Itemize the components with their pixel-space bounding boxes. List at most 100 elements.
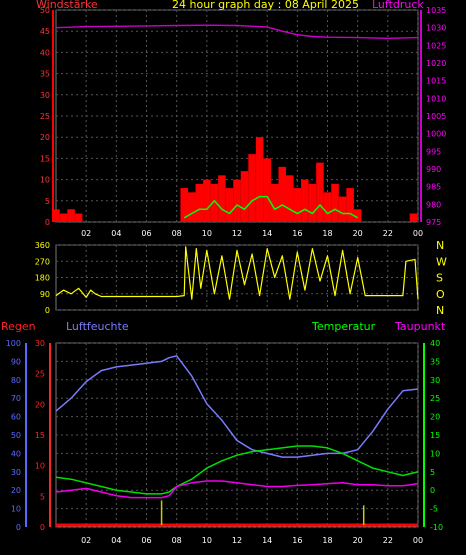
wind-tick-label: 20: [40, 133, 50, 142]
wind-x-tick-label: 00: [413, 229, 423, 238]
climate-x-tick-label: 14: [262, 536, 272, 545]
wind-axis-title: Windstärke: [36, 0, 98, 11]
temperature-line: [55, 445, 419, 495]
wind-tick-label: 25: [40, 112, 50, 121]
pressure-tick-label: 1000: [426, 130, 446, 139]
climate-x-tick-label: 12: [232, 536, 242, 545]
wind-bar: [338, 196, 347, 222]
humidity-tick-label: 70: [11, 394, 21, 403]
direction-tick-label: 180: [35, 274, 50, 283]
pressure-tick-label: 995: [426, 147, 441, 156]
wind-direction-line: [55, 246, 419, 300]
climate-x-tick-label: 22: [383, 536, 393, 545]
wind-x-tick-label: 16: [292, 229, 302, 238]
temperature-tick-label: 35: [430, 357, 440, 366]
humidity-tick-label: 10: [11, 505, 21, 514]
wind-x-tick-label: 18: [322, 229, 332, 238]
humidity-tick-label: 80: [11, 376, 21, 385]
rain-tick-label: 15: [35, 431, 45, 440]
wind-bar: [240, 171, 249, 222]
wind-x-tick-label: 22: [383, 229, 393, 238]
pressure-tick-label: 1015: [426, 77, 446, 86]
rain-tick-label: 5: [40, 492, 45, 501]
wind-tick-label: 10: [40, 176, 50, 185]
gust-line: [183, 195, 359, 219]
climate-x-tick-label: 00: [413, 536, 423, 545]
wind-tick-label: 30: [40, 91, 50, 100]
temperature-tick-label: 30: [430, 376, 440, 385]
rain-tick-label: 30: [35, 339, 45, 348]
climate-x-tick-label: 10: [202, 536, 212, 545]
humidity-line: [55, 355, 419, 458]
wind-x-tick-label: 04: [111, 229, 121, 238]
wind-x-tick-label: 14: [262, 229, 272, 238]
wind-bar: [248, 154, 256, 222]
wind-bar: [316, 162, 324, 222]
temperature-tick-label: 20: [430, 413, 440, 422]
wind-bar: [180, 188, 188, 222]
wind-bar: [308, 183, 317, 222]
wind-bar: [346, 188, 354, 222]
pressure-tick-label: 1010: [426, 94, 446, 103]
wind-bar: [59, 213, 68, 222]
climate-x-tick-label: 06: [141, 536, 151, 545]
pressure-line: [55, 24, 419, 39]
wind-bar: [225, 188, 234, 222]
wind-bar: [218, 175, 226, 222]
wind-bar: [270, 183, 279, 222]
humidity-tick-label: 90: [11, 357, 21, 366]
wind-tick-label: 45: [40, 27, 50, 36]
wind-bar: [203, 179, 211, 222]
wind-bar: [301, 179, 309, 222]
direction-tick-label: 360: [35, 241, 50, 250]
temperature-tick-label: 5: [430, 468, 435, 477]
wind-tick-label: 40: [40, 48, 50, 57]
temperature-tick-label: 0: [430, 486, 435, 495]
wind-bar: [293, 188, 302, 222]
pressure-axis-title: Luftdruck: [372, 0, 424, 11]
temperature-tick-label: 40: [430, 339, 440, 348]
wind-bar: [323, 192, 332, 222]
wind-bar: [195, 183, 204, 222]
chart-title: 24 hour graph day : 08 April 2025: [172, 0, 359, 11]
pressure-tick-label: 980: [426, 200, 441, 209]
pressure-tick-label: 1005: [426, 112, 446, 121]
wind-bar: [278, 166, 287, 222]
wind-bar: [353, 209, 362, 222]
climate-x-tick-label: 08: [172, 536, 182, 545]
rain-tick-label: 10: [35, 462, 45, 471]
humidity-tick-label: 20: [11, 486, 21, 495]
rain-tick-label: 25: [35, 370, 45, 379]
pressure-tick-label: 990: [426, 165, 441, 174]
direction-tick-label: 90: [40, 290, 50, 299]
wind-tick-label: 5: [45, 197, 50, 206]
temperature-tick-label: -5: [430, 505, 438, 514]
humidity-tick-label: 40: [11, 449, 21, 458]
wind-bar: [409, 213, 418, 222]
dewpoint-line: [55, 480, 419, 499]
pressure-tick-label: 1025: [426, 41, 446, 50]
humidity-tick-label: 100: [6, 339, 21, 348]
rain-tick-label: 0: [40, 523, 45, 532]
wind-tick-label: 35: [40, 70, 50, 79]
wind-bar: [210, 183, 219, 222]
pressure-tick-label: 1030: [426, 24, 446, 33]
compass-label: W: [436, 255, 447, 268]
wind-bar: [286, 175, 294, 222]
direction-tick-label: 270: [35, 257, 50, 266]
direction-tick-label: 0: [45, 306, 50, 315]
climate-x-tick-label: 20: [353, 536, 363, 545]
climate-x-tick-label: 04: [111, 536, 121, 545]
temperature-tick-label: 15: [430, 431, 440, 440]
humidity-axis-title: Luftfeuchte: [66, 320, 129, 333]
climate-x-tick-label: 18: [322, 536, 332, 545]
humidity-tick-label: 30: [11, 468, 21, 477]
dewpoint-axis-title: Taupunkt: [395, 320, 446, 333]
temperature-axis-title: Temperatur: [312, 320, 376, 333]
wind-x-tick-label: 02: [81, 229, 91, 238]
wind-x-tick-label: 10: [202, 229, 212, 238]
compass-label: N: [436, 239, 444, 252]
humidity-tick-label: 0: [16, 523, 21, 532]
